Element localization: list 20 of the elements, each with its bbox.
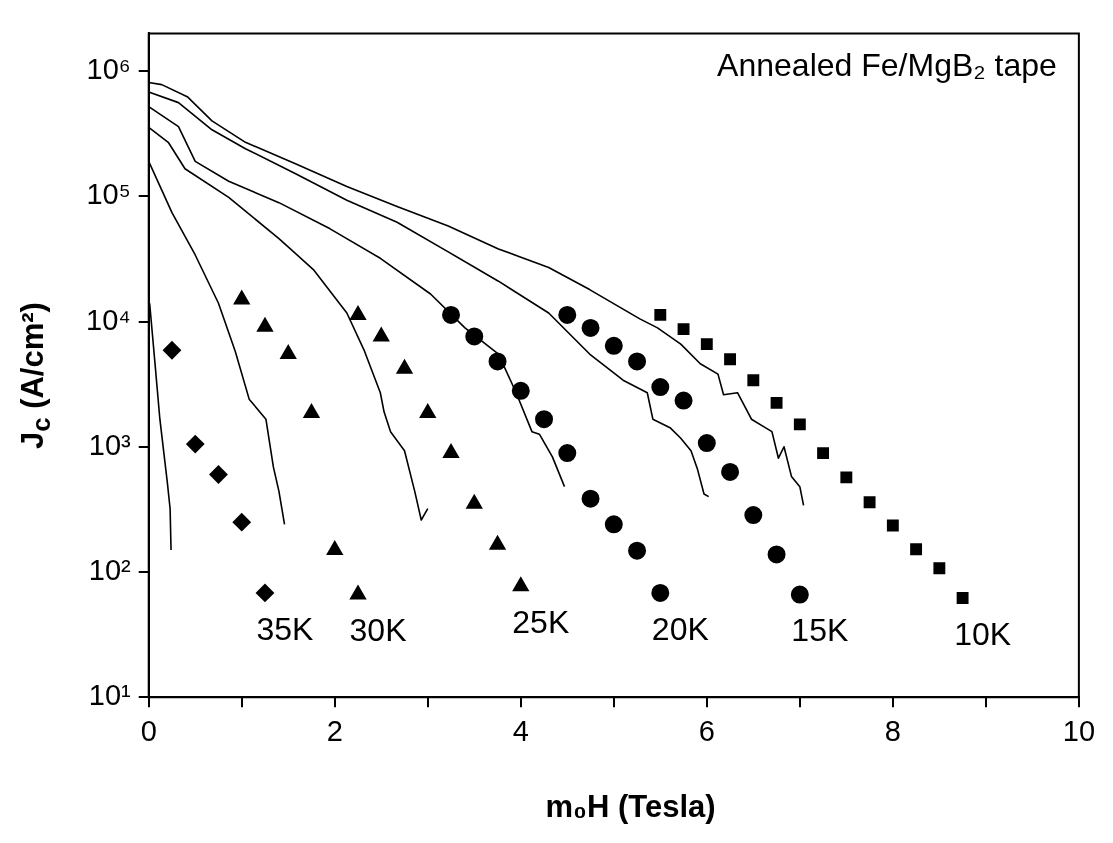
y-tick-label: 10³ [88,428,132,461]
x-tick-label: 0 [140,714,157,747]
series-label: 35K [256,610,314,647]
y-tick-label: 10⁵ [86,178,131,211]
x-axis-title: m₀H (Tesla) [544,789,717,825]
series-label: 20K [651,610,709,647]
y-tick-label: 10⁶ [86,53,131,86]
x-tick-label: 6 [698,714,715,747]
x-tick-label: 2 [326,714,343,747]
annotation: Annealed Fe/MgB₂ tape [717,47,1057,84]
y-tick-label: 10⁴ [86,303,131,336]
x-tick-label: 8 [884,714,901,747]
series-label: 30K [349,612,407,649]
series-label: 10K [954,615,1012,652]
x-tick-label: 10 [1062,714,1095,747]
x-tick-label: 4 [512,714,529,747]
y-tick-label: 10¹ [88,679,132,712]
series-label: 15K [791,612,849,649]
series-label: 25K [512,604,570,641]
y-tick-label: 10² [88,553,132,586]
